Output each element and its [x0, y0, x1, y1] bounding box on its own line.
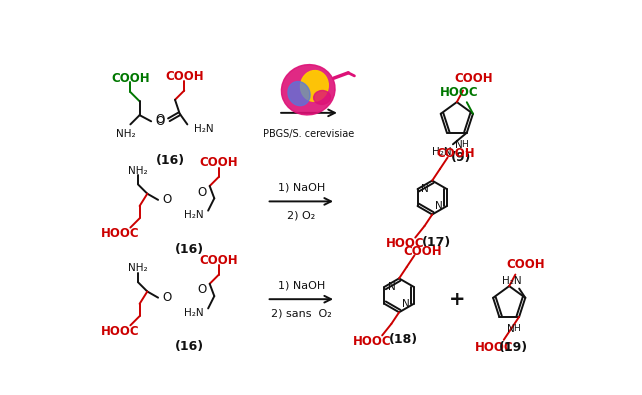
- Text: HOOC: HOOC: [101, 325, 140, 338]
- Text: COOH: COOH: [455, 72, 493, 85]
- Text: NH₂: NH₂: [116, 129, 135, 139]
- Text: N: N: [388, 282, 396, 292]
- Text: N: N: [455, 140, 462, 150]
- Text: H₂N: H₂N: [432, 147, 452, 157]
- Text: COOH: COOH: [111, 72, 150, 85]
- Text: H₂N: H₂N: [193, 124, 213, 134]
- Text: H: H: [461, 140, 468, 149]
- Text: H: H: [514, 324, 520, 333]
- Text: 2) sans  O₂: 2) sans O₂: [271, 308, 332, 318]
- Text: COOH: COOH: [200, 254, 238, 267]
- Text: O: O: [197, 284, 207, 297]
- Text: N: N: [435, 201, 443, 211]
- Text: HOOC: HOOC: [475, 341, 514, 354]
- Text: +: +: [449, 290, 465, 308]
- Text: O: O: [155, 113, 164, 126]
- Text: HOOC: HOOC: [353, 335, 392, 348]
- Text: HOOC: HOOC: [386, 237, 424, 250]
- Ellipse shape: [300, 71, 328, 101]
- Text: (18): (18): [388, 333, 417, 346]
- Text: PBGS/S. cerevisiae: PBGS/S. cerevisiae: [263, 130, 354, 139]
- Text: 1) NaOH: 1) NaOH: [278, 280, 325, 290]
- Text: N: N: [507, 324, 515, 335]
- Text: COOH: COOH: [165, 70, 204, 83]
- Text: 1) NaOH: 1) NaOH: [278, 182, 325, 192]
- Text: COOH: COOH: [436, 147, 474, 160]
- Text: O: O: [162, 194, 172, 206]
- Text: (16): (16): [175, 243, 204, 256]
- Text: COOH: COOH: [507, 258, 546, 271]
- Ellipse shape: [281, 65, 335, 115]
- Text: (16): (16): [175, 340, 204, 354]
- Text: H₂N: H₂N: [501, 276, 521, 286]
- Ellipse shape: [314, 90, 331, 104]
- Text: N: N: [402, 299, 410, 309]
- Text: O: O: [197, 186, 207, 199]
- Text: H₂N: H₂N: [184, 210, 204, 220]
- Ellipse shape: [288, 81, 310, 105]
- Text: (9): (9): [451, 151, 471, 164]
- Text: NH₂: NH₂: [128, 263, 148, 273]
- Text: N: N: [421, 184, 429, 194]
- Text: NH₂: NH₂: [128, 166, 148, 176]
- Text: 2) O₂: 2) O₂: [287, 210, 315, 220]
- Text: COOH: COOH: [403, 245, 442, 258]
- Text: (19): (19): [498, 341, 528, 354]
- Text: O: O: [162, 291, 172, 304]
- Text: COOH: COOH: [200, 156, 238, 169]
- Text: (16): (16): [156, 154, 185, 167]
- Text: O: O: [155, 115, 164, 128]
- Text: H₂N: H₂N: [184, 308, 204, 318]
- Text: (17): (17): [421, 236, 451, 249]
- Text: HOOC: HOOC: [101, 227, 140, 240]
- Text: HOOC: HOOC: [440, 86, 478, 99]
